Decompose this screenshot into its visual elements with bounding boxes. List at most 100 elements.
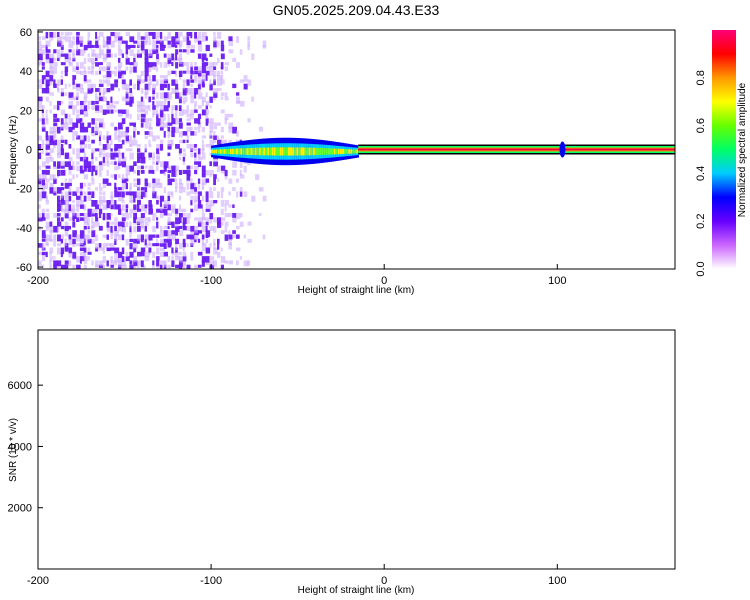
noise-cell <box>144 191 148 198</box>
noise-cell <box>91 174 94 180</box>
noise-cell <box>60 200 66 205</box>
noise-cell <box>190 88 195 93</box>
noise-cell <box>95 53 99 58</box>
noise-cell <box>178 256 184 263</box>
noise-cell <box>64 70 68 77</box>
noise-cell <box>41 230 46 235</box>
noise-cell <box>114 251 118 256</box>
noise-cell <box>247 221 252 226</box>
noise-cell <box>64 92 68 96</box>
noise-cell <box>45 225 49 231</box>
noise-cell <box>110 225 113 233</box>
noise-cell <box>209 131 212 139</box>
noise-cell <box>83 152 87 160</box>
noise-cell <box>83 135 87 142</box>
noise-cell <box>137 234 142 241</box>
noise-cell <box>148 32 153 36</box>
noise-cell <box>125 92 129 99</box>
blob-core <box>302 147 305 156</box>
noise-cell <box>213 96 216 101</box>
noise-cell <box>148 165 154 170</box>
noise-cell <box>53 238 57 243</box>
noise-cell <box>91 260 94 266</box>
noise-cell <box>163 113 166 121</box>
noise-cell <box>87 182 92 187</box>
noise-cell <box>79 49 85 57</box>
blob-core <box>337 148 341 155</box>
noise-cell <box>167 200 170 205</box>
noise-cell <box>190 238 195 246</box>
noise-cell <box>79 83 84 90</box>
noise-cell <box>83 238 86 246</box>
noise-cell <box>159 40 164 47</box>
noise-cell <box>125 182 128 190</box>
noise-cell <box>83 92 88 99</box>
noise-cell <box>171 88 177 94</box>
noise-cell <box>87 221 90 228</box>
noise-cell <box>106 225 111 232</box>
noise-cell <box>178 49 183 53</box>
noise-cell <box>95 105 100 111</box>
noise-cell <box>186 135 190 139</box>
blob-core <box>215 149 218 154</box>
colorbar-tick-label: 0.4 <box>695 166 707 181</box>
noise-cell <box>167 118 170 123</box>
noise-cell <box>152 109 156 115</box>
noise-cell <box>201 139 204 144</box>
noise-cell <box>209 118 214 124</box>
noise-cell <box>201 165 206 171</box>
snr-point <box>453 446 455 448</box>
noise-cell <box>213 178 216 186</box>
noise-cell <box>87 44 92 49</box>
noise-cell <box>209 225 214 231</box>
noise-cell <box>205 100 210 107</box>
noise-cell <box>140 221 144 228</box>
colorbar-label: Normalized spectral amplitude <box>737 82 748 217</box>
noise-cell <box>159 62 163 68</box>
noise-cell <box>57 83 59 91</box>
noise-cell <box>57 139 62 144</box>
noise-cell <box>114 109 119 113</box>
noise-cell <box>49 79 53 86</box>
x-tick-label: 0 <box>381 575 387 587</box>
noise-cell <box>175 208 179 214</box>
noise-cell <box>213 40 217 48</box>
noise-cell <box>178 187 183 194</box>
noise-cell <box>110 96 113 103</box>
noise-cell <box>76 208 80 212</box>
noise-cell <box>205 178 210 183</box>
noise-cell <box>68 161 71 167</box>
noise-cell <box>103 269 107 274</box>
noise-cell <box>79 247 85 251</box>
noise-cell <box>133 83 137 90</box>
blob-core <box>233 148 237 155</box>
noise-cell <box>148 75 151 81</box>
noise-cell <box>76 88 80 92</box>
noise-cell <box>182 217 187 224</box>
noise-cell <box>220 40 224 46</box>
noise-cell <box>49 156 54 162</box>
noise-cell <box>133 178 139 182</box>
noise-cell <box>201 256 206 263</box>
noise-cell <box>175 113 178 120</box>
noise-cell <box>137 251 142 257</box>
noise-cell <box>125 100 130 106</box>
noise-cell <box>209 144 212 150</box>
noise-cell <box>182 92 187 96</box>
noise-cell <box>190 62 193 68</box>
noise-cell <box>213 156 219 162</box>
noise-cell <box>49 234 53 242</box>
noise-cell <box>220 256 226 263</box>
noise-cell <box>137 204 140 210</box>
noise-cell <box>72 105 77 110</box>
noise-cell <box>129 122 134 126</box>
noise-cell <box>178 225 183 229</box>
noise-cell <box>41 178 45 186</box>
y-tick-label: -40 <box>16 223 32 235</box>
blob-core <box>321 148 324 155</box>
noise-cell <box>171 178 175 182</box>
snr-point <box>245 553 247 555</box>
noise-cell <box>194 70 199 75</box>
noise-cell <box>60 118 64 125</box>
noise-cell <box>133 208 138 213</box>
